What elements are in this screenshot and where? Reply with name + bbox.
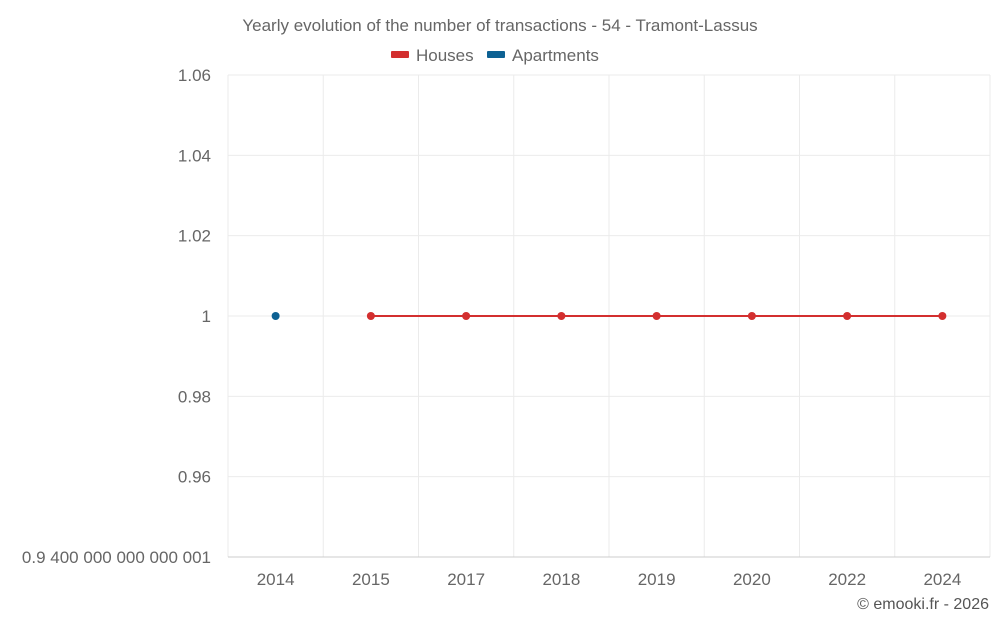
- y-tick-label: 0.96: [178, 468, 211, 487]
- y-tick-label: 0.98: [178, 387, 211, 406]
- legend-swatch-houses: [391, 51, 409, 58]
- point-houses-2024[interactable]: [938, 312, 947, 320]
- point-houses-2022[interactable]: [843, 312, 852, 320]
- chart-title: Yearly evolution of the number of transa…: [242, 16, 757, 35]
- y-axis-ticks: 0.9 400 000 000 000 001 0.96 0.98 1 1.02 1.04…: [22, 66, 211, 567]
- x-tick-label: 2020: [733, 570, 771, 589]
- y-tick-label: 1.06: [178, 66, 211, 85]
- x-tick-label: 2024: [923, 570, 961, 589]
- x-tick-label: 2022: [828, 570, 866, 589]
- x-axis-ticks: 2014 2015 2017 2018 2019 2020 2022 2024: [257, 570, 962, 589]
- x-tick-label: 2017: [447, 570, 485, 589]
- legend-swatch-apartments: [487, 51, 505, 58]
- y-tick-label: 1.02: [178, 227, 211, 246]
- x-tick-label: 2015: [352, 570, 390, 589]
- x-tick-label: 2018: [542, 570, 580, 589]
- y-tick-label: 1: [202, 307, 211, 326]
- point-houses-2017[interactable]: [462, 312, 471, 320]
- x-tick-label: 2019: [638, 570, 676, 589]
- legend-label-apartments: Apartments: [512, 46, 599, 65]
- x-tick-label: 2014: [257, 570, 295, 589]
- legend-item-houses[interactable]: Houses: [391, 46, 474, 65]
- point-apartments-2014[interactable]: [271, 312, 280, 320]
- legend-label-houses: Houses: [416, 46, 474, 65]
- point-houses-2019[interactable]: [652, 312, 661, 320]
- y-tick-label: 1.04: [178, 146, 211, 165]
- series-layer: [271, 312, 947, 320]
- legend: Houses Apartments: [391, 46, 599, 65]
- series-apartments: [271, 312, 280, 320]
- series-houses: [366, 312, 947, 320]
- legend-item-apartments[interactable]: Apartments: [487, 46, 599, 65]
- point-houses-2018[interactable]: [557, 312, 566, 320]
- point-houses-2015[interactable]: [366, 312, 375, 320]
- credit-text: © emooki.fr - 2026: [857, 596, 989, 613]
- point-houses-2020[interactable]: [747, 312, 756, 320]
- y-tick-label: 0.9 400 000 000 000 001: [22, 548, 211, 567]
